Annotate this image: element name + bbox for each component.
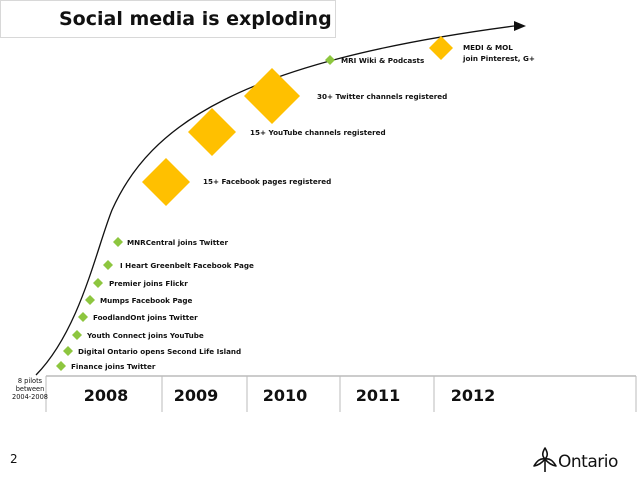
small-event: Digital Ontario opens Second Life Island <box>63 346 241 356</box>
event-label-line-1: MEDI & MOL <box>463 43 513 52</box>
event-label: 15+ YouTube channels registered <box>250 128 386 137</box>
year-label: 2012 <box>451 386 496 405</box>
event-label: MNRCentral joins Twitter <box>127 238 228 247</box>
year-label: 2010 <box>263 386 308 405</box>
event-label: Digital Ontario opens Second Life Island <box>78 347 241 356</box>
ontario-logo: Ontario <box>530 444 630 474</box>
big-event: 15+ Facebook pages registered <box>142 158 331 206</box>
big-event: 30+ Twitter channels registered <box>244 68 447 124</box>
small-diamond-icon <box>325 55 335 65</box>
pilots-note-line-2: between <box>16 385 45 393</box>
small-event: Finance joins Twitter <box>56 361 156 371</box>
event-label: MRI Wiki & Podcasts <box>341 56 424 65</box>
medium-event: MEDI & MOL join Pinterest, G+ <box>429 36 535 63</box>
year-label: 2008 <box>84 386 129 405</box>
small-event: Premier joins Flickr <box>93 278 188 288</box>
year-label: 2009 <box>174 386 219 405</box>
pilots-note-line-3: 2004-2008 <box>12 393 48 401</box>
small-diamond-icon <box>113 237 123 247</box>
small-event: MRI Wiki & Podcasts <box>325 55 424 65</box>
axis-ticks <box>45 376 637 412</box>
big-diamond-icon <box>188 108 236 156</box>
medium-diamond-icon <box>429 36 453 60</box>
small-event: MNRCentral joins Twitter <box>113 237 228 247</box>
small-diamond-icon <box>56 361 66 371</box>
curve-arrowhead <box>514 21 526 31</box>
event-label: 15+ Facebook pages registered <box>203 177 331 186</box>
brand-wordmark: Ontario <box>558 452 618 472</box>
event-label-line-2: join Pinterest, G+ <box>462 54 535 63</box>
small-event: Youth Connect joins YouTube <box>72 330 204 340</box>
slide-title: Social media is exploding <box>59 8 332 30</box>
event-label: Youth Connect joins YouTube <box>86 331 204 340</box>
small-event: Mumps Facebook Page <box>85 295 193 305</box>
event-label: Premier joins Flickr <box>109 279 188 288</box>
pilots-note-line-1: 8 pilots <box>18 377 43 385</box>
title-box: Social media is exploding <box>0 0 336 38</box>
event-label: I Heart Greenbelt Facebook Page <box>120 261 254 270</box>
trillium-icon <box>533 447 557 472</box>
event-label: Finance joins Twitter <box>71 362 156 371</box>
year-label: 2011 <box>356 386 401 405</box>
small-diamond-icon <box>85 295 95 305</box>
small-diamond-icon <box>63 346 73 356</box>
small-event: FoodlandOnt joins Twitter <box>78 312 198 322</box>
event-label: 30+ Twitter channels registered <box>317 92 447 101</box>
page-number: 2 <box>10 452 18 466</box>
small-diamond-icon <box>93 278 103 288</box>
big-diamond-icon <box>244 68 300 124</box>
small-diamond-icon <box>78 312 88 322</box>
event-label: Mumps Facebook Page <box>100 296 193 305</box>
small-event: I Heart Greenbelt Facebook Page <box>103 260 254 270</box>
small-diamond-icon <box>72 330 82 340</box>
big-diamond-icon <box>142 158 190 206</box>
timeline-diagram: 8 pilots between 2004-2008 2008 2009 201… <box>12 21 637 412</box>
event-label: FoodlandOnt joins Twitter <box>93 313 198 322</box>
small-diamond-icon <box>103 260 113 270</box>
growth-curve <box>35 25 515 376</box>
big-event: 15+ YouTube channels registered <box>188 108 386 156</box>
